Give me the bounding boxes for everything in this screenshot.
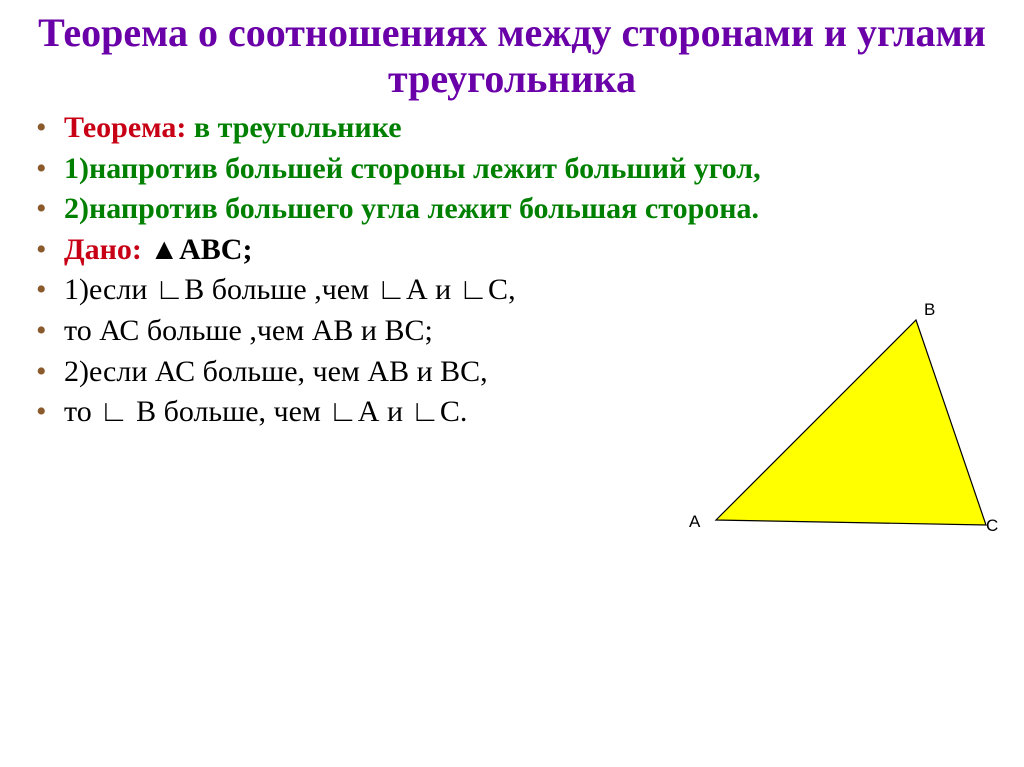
- bullet-text: 1)если ∟В больше ,чем ∟А и ∟С,: [64, 273, 516, 306]
- vertex-label-b: В: [924, 300, 935, 320]
- bullet-text: 2)если АС больше, чем АВ и ВС,: [64, 355, 488, 388]
- text-span: 2)напротив большего угла лежит большая с…: [64, 192, 759, 225]
- slide-title: Теорема о соотношениях между сторонами и…: [30, 10, 994, 102]
- text-span: 2)если АС больше, чем АВ и ВС,: [64, 355, 488, 388]
- triangle-shape: [716, 320, 986, 525]
- text-span: Теорема:: [64, 111, 186, 144]
- bullet-item: Теорема: в треугольнике: [30, 110, 994, 147]
- text-span: то АС больше ,чем АВ и ВС;: [64, 314, 433, 347]
- vertex-label-a: А: [689, 512, 700, 532]
- vertex-label-c: С: [986, 516, 998, 536]
- bullet-text: Теорема: в треугольнике: [64, 111, 402, 144]
- triangle-svg: [686, 300, 1006, 560]
- text-span: 1)если ∟В больше ,чем ∟А и ∟С,: [64, 273, 516, 306]
- bullet-text: то АС больше ,чем АВ и ВС;: [64, 314, 433, 347]
- bullet-item: 2)напротив большего угла лежит большая с…: [30, 191, 994, 228]
- bullet-text: то ∟ В больше, чем ∟А и ∟С.: [64, 395, 467, 428]
- bullet-item: Дано: ▲АВС;: [30, 232, 994, 269]
- slide: Теорема о соотношениях между сторонами и…: [0, 0, 1024, 767]
- bullet-text: 2)напротив большего угла лежит большая с…: [64, 192, 759, 225]
- bullet-text: 1)напротив большей стороны лежит больший…: [64, 152, 761, 185]
- text-span: Дано:: [64, 233, 149, 266]
- bullet-text: Дано: ▲АВС;: [64, 233, 252, 266]
- text-span: в треугольнике: [186, 111, 401, 144]
- text-span: ▲АВС;: [149, 233, 252, 266]
- text-span: 1)напротив большей стороны лежит больший…: [64, 152, 761, 185]
- text-span: то ∟ В больше, чем ∟А и ∟С.: [64, 395, 467, 428]
- triangle-figure: А В С: [686, 300, 1006, 560]
- bullet-item: 1)напротив большей стороны лежит больший…: [30, 151, 994, 188]
